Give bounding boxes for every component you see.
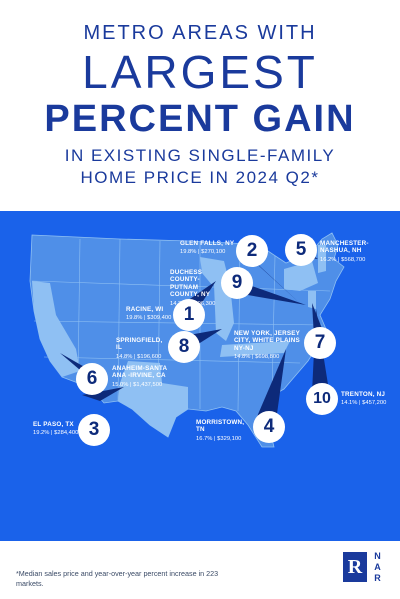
metro-value: 15.0% | $1,437,500 — [112, 381, 163, 388]
rank-badge-5: 5 — [285, 234, 317, 266]
realtor-r-icon: R — [347, 556, 363, 578]
metro-label-5: MANCHESTER-NASHUA, NH 16.2% | $568,700 — [320, 240, 392, 264]
metro-name: TRENTON, NJ — [341, 391, 386, 398]
metro-name: MANCHESTER-NASHUA, NH — [320, 240, 369, 255]
metro-value: 14.8% | $698,800 — [234, 354, 280, 361]
state-texas — [118, 361, 188, 437]
rank-badge-2: 2 — [236, 235, 268, 267]
metro-label-2: GLEN FALLS, NY 19.8% | $270,100 — [180, 240, 238, 256]
state-tennessee — [220, 341, 290, 357]
metro-value: 19.2% | $284,400 — [33, 430, 79, 437]
metro-name: DUCHESS COUNTY-PUTNAM COUNTY, NY — [170, 269, 211, 299]
metro-label-7: NEW YORK, JERSEY CITY, WHITE PLAINS NY-N… — [234, 330, 304, 361]
metro-name: ANAHEIM-SANTA ANA -IRVINE, CA — [112, 365, 168, 380]
rank-badge-7: 7 — [304, 327, 336, 359]
metro-label-10: TRENTON, NJ 14.1% | $457,200 — [341, 391, 397, 407]
metro-name: EL PASO, TX — [33, 421, 74, 428]
metro-value: 14.2% | $496,300 — [170, 300, 216, 307]
metro-value: 19.8% | $309,400 — [126, 315, 172, 322]
metro-label-3: EL PASO, TX 19.2% | $284,400 — [33, 421, 83, 437]
metro-name: MORRISTOWN, TN — [196, 419, 245, 434]
title-line-2: LARGEST — [82, 46, 318, 98]
metro-label-8: SPRINGFIELD, IL 14.8% | $196,600 — [116, 337, 168, 361]
metro-name: GLEN FALLS, NY — [180, 240, 235, 247]
rank-badge-3: 3 — [78, 414, 110, 446]
state-california — [32, 281, 80, 377]
rank-badge-1: 1 — [173, 299, 205, 331]
metro-value: 19.8% | $270,100 — [180, 249, 226, 256]
title-line-1: METRO AREAS WITH — [83, 22, 317, 44]
metro-label-1: RACINE, WI 19.8% | $309,400 — [126, 306, 176, 322]
metro-value: 16.7% | $329,100 — [196, 435, 242, 442]
pointer-3 — [82, 387, 124, 401]
map-panel: 2 5 9 1 8 7 10 4 6 3 GLEN FALLS, NY 19.8… — [0, 211, 400, 541]
state-new-york — [284, 261, 318, 291]
state-illinois — [214, 285, 234, 341]
metro-name: RACINE, WI — [126, 306, 164, 313]
rank-badge-8: 8 — [168, 331, 200, 363]
realtor-logo: R — [343, 552, 367, 582]
metro-name: NEW YORK, JERSEY CITY, WHITE PLAINS NY-N… — [234, 330, 300, 352]
footnote: *Median sales price and year-over-year p… — [16, 569, 219, 588]
metro-name: SPRINGFIELD, IL — [116, 337, 163, 352]
metro-label-4: MORRISTOWN, TN 16.7% | $329,100 — [196, 419, 254, 443]
rank-badge-9: 9 — [221, 267, 253, 299]
metro-label-9: DUCHESS COUNTY-PUTNAM COUNTY, NY 14.2% |… — [170, 269, 222, 308]
pointer-4 — [256, 349, 286, 421]
state-new-hampshire — [318, 245, 326, 273]
metro-label-6: ANAHEIM-SANTA ANA -IRVINE, CA 15.0% | $1… — [112, 365, 174, 389]
metro-value: 14.8% | $196,600 — [116, 353, 162, 360]
title-line-3: PERCENT GAIN — [44, 98, 356, 140]
metro-value: 16.2% | $568,700 — [320, 256, 366, 263]
state-new-jersey — [308, 291, 316, 309]
rank-badge-10: 10 — [306, 383, 338, 415]
rank-badge-6: 6 — [76, 363, 108, 395]
subtitle-line-1: IN EXISTING SINGLE-FAMILY — [64, 146, 336, 165]
subtitle-line-2: HOME PRICE IN 2024 Q2* — [80, 168, 320, 187]
rank-badge-4: 4 — [253, 411, 285, 443]
metro-value: 14.1% | $457,200 — [341, 400, 387, 407]
